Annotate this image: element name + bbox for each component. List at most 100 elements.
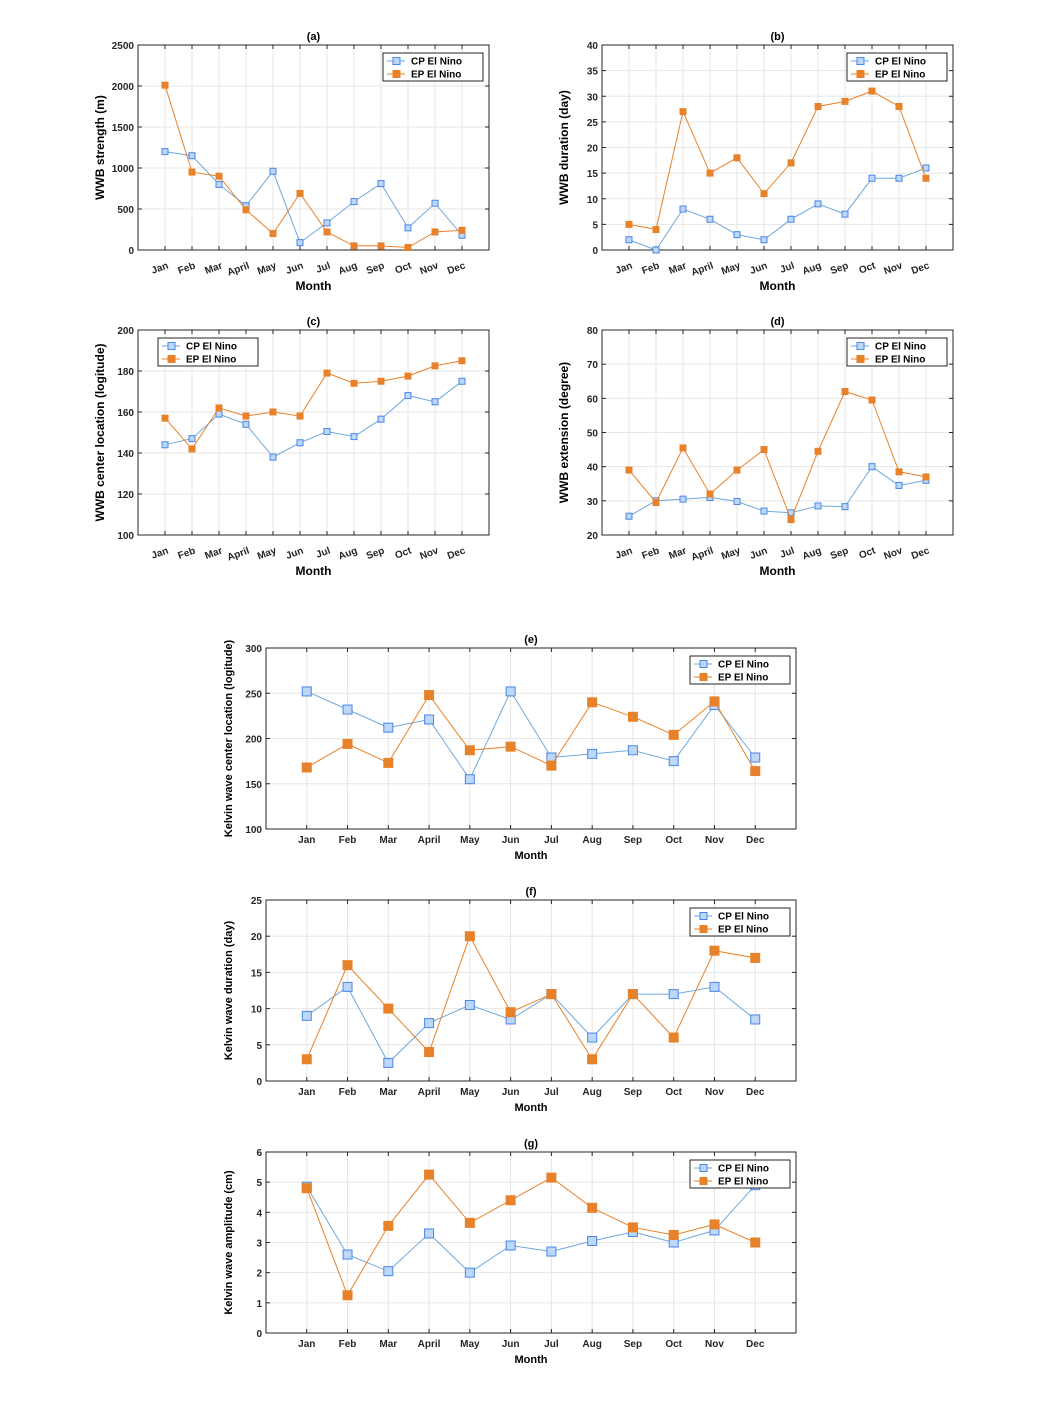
chart-e: 100 150 200 250 300 Jan Feb Mar April May Jun Jul Au… bbox=[223, 634, 797, 862]
data-point-cp bbox=[814, 200, 822, 208]
data-point-cp bbox=[188, 152, 196, 160]
data-point-ep bbox=[546, 989, 557, 1000]
x-tick-label: Jan bbox=[298, 835, 315, 846]
data-point-ep bbox=[383, 1003, 394, 1014]
data-point-cp bbox=[377, 415, 385, 423]
y-tick-label: 80 bbox=[587, 326, 599, 337]
data-point-cp bbox=[625, 236, 633, 244]
y-tick-label: 10 bbox=[587, 195, 599, 206]
data-point-ep bbox=[350, 379, 358, 387]
y-tick-label: 1 bbox=[256, 1299, 262, 1310]
data-point-cp bbox=[269, 167, 277, 175]
data-point-cp bbox=[668, 756, 679, 767]
data-point-ep bbox=[679, 108, 687, 116]
y-tick-label: 250 bbox=[245, 689, 262, 700]
data-point-ep bbox=[814, 447, 822, 455]
x-tick-label: Jul bbox=[544, 1087, 559, 1098]
x-tick-label: Nov bbox=[418, 545, 440, 562]
series-line-cp bbox=[306, 690, 756, 781]
data-point-ep bbox=[679, 444, 687, 452]
series-line-ep bbox=[306, 1173, 756, 1297]
x-tick-label: Jul bbox=[544, 1339, 559, 1350]
data-point-cp bbox=[404, 392, 412, 400]
data-point-ep bbox=[377, 242, 385, 250]
data-point-cp bbox=[424, 1018, 435, 1029]
legend-marker bbox=[699, 912, 708, 920]
chart-d: 20 30 40 50 60 70 80 Jan Feb Mar April May Jun Jul Aug… bbox=[557, 316, 954, 578]
data-point-cp bbox=[424, 1228, 435, 1239]
data-point-cp bbox=[668, 989, 679, 1000]
legend-marker bbox=[167, 342, 176, 350]
x-tick-label: April bbox=[418, 1339, 441, 1350]
series-line-ep bbox=[164, 85, 463, 249]
x-tick-label: Feb bbox=[339, 835, 357, 846]
data-point-cp bbox=[868, 463, 876, 471]
x-axis-label: Month bbox=[760, 279, 796, 293]
data-point-ep bbox=[383, 757, 394, 768]
legend-marker bbox=[699, 660, 708, 668]
y-tick-label: 5 bbox=[256, 1178, 262, 1189]
data-point-ep bbox=[505, 1007, 516, 1018]
x-tick-label: April bbox=[226, 260, 251, 278]
data-point-ep bbox=[242, 412, 250, 420]
data-point-cp bbox=[464, 774, 475, 785]
data-point-ep bbox=[787, 159, 795, 167]
data-point-cp bbox=[215, 180, 223, 188]
data-point-cp bbox=[895, 174, 903, 182]
y-axis-label: Kelvin wave center location (logitude) bbox=[223, 639, 235, 837]
legend-marker bbox=[167, 355, 176, 363]
y-tick-label: 60 bbox=[587, 394, 599, 405]
data-point-ep bbox=[323, 228, 331, 236]
data-point-ep bbox=[652, 499, 660, 507]
data-point-ep bbox=[750, 952, 761, 963]
data-point-cp bbox=[301, 1010, 312, 1021]
chart-title: (c) bbox=[307, 316, 321, 328]
legend-entry: EP El Nino bbox=[718, 673, 768, 684]
x-tick-label: Oct bbox=[665, 1339, 682, 1350]
series-line-cp bbox=[628, 167, 927, 251]
x-tick-label: Feb bbox=[177, 545, 197, 561]
y-tick-label: 2500 bbox=[112, 41, 135, 52]
legend-entry: EP El Nino bbox=[875, 355, 925, 366]
series-line-cp bbox=[164, 151, 463, 244]
x-tick-label: May bbox=[460, 1339, 480, 1350]
x-tick-label: Dec bbox=[746, 1087, 765, 1098]
data-point-cp bbox=[161, 148, 169, 156]
data-point-cp bbox=[383, 722, 394, 733]
x-tick-label: Jun bbox=[502, 1339, 520, 1350]
x-tick-label: Dec bbox=[446, 260, 467, 277]
data-point-ep bbox=[424, 1169, 435, 1180]
data-point-cp bbox=[296, 239, 304, 247]
data-point-ep bbox=[161, 81, 169, 89]
data-point-cp bbox=[652, 246, 660, 254]
x-tick-label: May bbox=[256, 260, 278, 277]
y-tick-label: 200 bbox=[117, 326, 134, 337]
y-tick-label: 30 bbox=[587, 92, 599, 103]
x-tick-label: Sep bbox=[829, 545, 850, 562]
data-point-cp bbox=[431, 199, 439, 207]
chart-title: (b) bbox=[770, 31, 784, 43]
data-point-ep bbox=[431, 362, 439, 370]
x-tick-label: Sep bbox=[624, 1087, 642, 1098]
series-line-cp bbox=[306, 1184, 756, 1274]
x-tick-label: Nov bbox=[418, 260, 440, 277]
legend-entry: CP El Nino bbox=[718, 912, 769, 923]
legend-entry: EP El Nino bbox=[186, 355, 236, 366]
y-tick-label: 15 bbox=[587, 169, 599, 180]
data-point-cp bbox=[733, 231, 741, 239]
data-point-cp bbox=[242, 420, 250, 428]
data-point-cp bbox=[301, 686, 312, 697]
legend-marker bbox=[699, 1177, 708, 1185]
plot-frame bbox=[137, 329, 490, 536]
data-point-ep bbox=[350, 242, 358, 250]
y-axis-label: WWB duration (day) bbox=[557, 90, 571, 205]
data-point-cp bbox=[464, 1267, 475, 1278]
data-point-ep bbox=[895, 468, 903, 476]
data-point-ep bbox=[841, 388, 849, 395]
data-point-ep bbox=[424, 1047, 435, 1058]
legend-marker bbox=[856, 57, 865, 65]
y-tick-label: 20 bbox=[587, 144, 599, 155]
data-point-ep bbox=[464, 745, 475, 756]
x-axis-label: Month bbox=[296, 564, 332, 578]
x-axis-label: Month bbox=[760, 564, 796, 578]
